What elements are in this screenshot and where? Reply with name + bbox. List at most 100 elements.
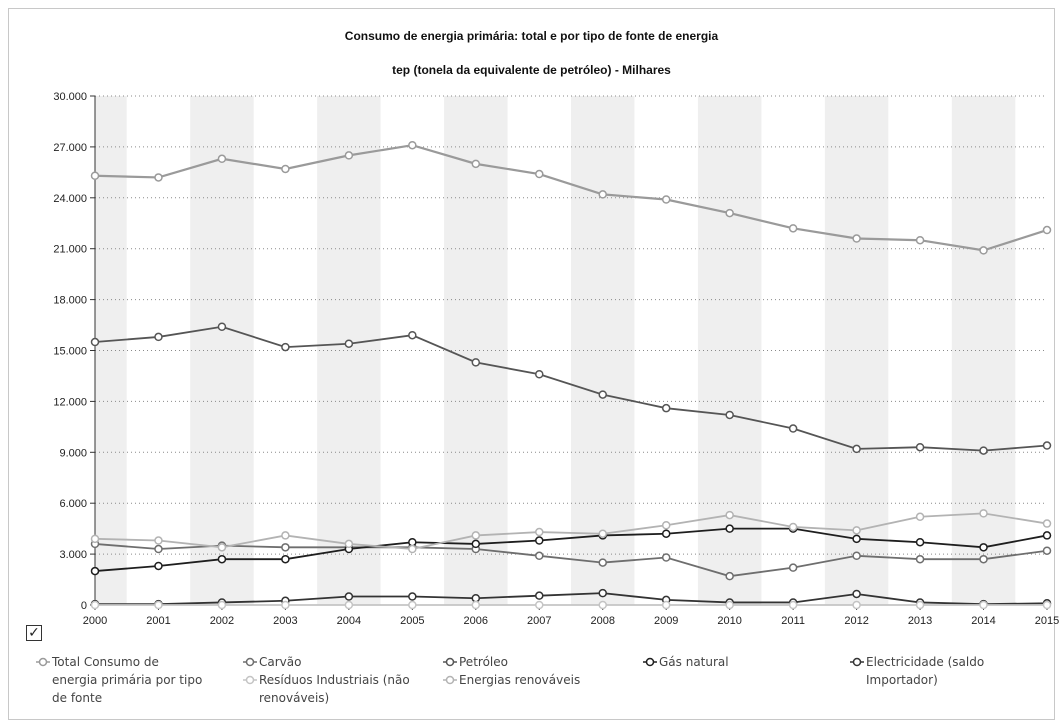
data-point [471, 600, 481, 610]
data-point [915, 442, 925, 452]
legend-marker-icon [643, 655, 659, 674]
legend-item-electricidade[interactable]: Electricidade (saldo Importador) [850, 653, 1050, 689]
data-point [217, 600, 227, 610]
x-tick-label: 2014 [971, 615, 995, 627]
data-point [471, 531, 481, 540]
data-point [598, 600, 607, 610]
data-point [598, 529, 607, 538]
data-point [979, 600, 988, 610]
x-tick-label: 2005 [400, 615, 424, 627]
data-point [852, 234, 861, 243]
data-point [154, 544, 163, 554]
legend-marker-icon [36, 655, 52, 674]
legend-label: Carvão [259, 655, 302, 669]
data-point [281, 531, 290, 540]
data-point [852, 551, 861, 561]
y-tick-label: 3.000 [59, 549, 87, 561]
legend-label: Gás natural [659, 655, 729, 669]
x-tick-label: 2013 [908, 615, 932, 627]
data-point [90, 337, 100, 347]
series-line [94, 144, 1048, 252]
data-point [788, 522, 798, 532]
chart-title: Consumo de energia primária: total e por… [344, 29, 719, 43]
data-point [661, 195, 671, 204]
legend-marker-icon [243, 655, 259, 674]
data-point [281, 342, 290, 352]
data-point [90, 171, 100, 180]
data-point [661, 521, 671, 530]
y-tick-label: 27.000 [53, 142, 87, 154]
legend-label: Petróleo [459, 655, 508, 669]
data-point [661, 529, 671, 538]
y-tick-label: 24.000 [53, 193, 87, 205]
data-point [217, 554, 227, 564]
background-band [95, 96, 127, 605]
background-band [571, 96, 635, 605]
data-point [281, 543, 290, 552]
x-tick-label: 2006 [464, 615, 488, 627]
data-point [281, 164, 290, 174]
data-point [915, 235, 925, 245]
data-point [471, 593, 481, 603]
legend-marker-icon [243, 673, 259, 692]
data-point [915, 537, 925, 547]
legend-marker-icon [850, 655, 866, 674]
legend-label: Energias renováveis [459, 673, 581, 687]
data-point [535, 536, 544, 545]
data-point [852, 600, 861, 610]
data-point [598, 558, 607, 567]
data-point [852, 534, 861, 544]
data-point [90, 600, 100, 610]
legend-item-petroleo[interactable]: Petróleo [443, 653, 633, 674]
data-point [281, 554, 290, 564]
y-tick-label: 9.000 [59, 447, 87, 459]
legend-label: Electricidade (saldo Importador) [866, 655, 985, 687]
legend-label: Total Consumo de energia primária por tip… [52, 655, 203, 705]
data-point [852, 589, 861, 599]
data-point [90, 566, 100, 576]
data-point [1042, 519, 1052, 528]
data-point [598, 190, 607, 199]
x-tick-label: 2004 [337, 615, 361, 627]
data-point [661, 600, 671, 610]
legend-item-carvao[interactable]: Carvão [243, 653, 433, 674]
data-point [788, 563, 798, 572]
select-all-checkbox[interactable]: ✓ [26, 625, 42, 641]
data-point [217, 154, 227, 164]
series-line [94, 512, 1048, 550]
data-point [1042, 225, 1052, 235]
data-point [408, 140, 417, 150]
data-point [154, 332, 163, 342]
x-tick-label: 2011 [781, 615, 805, 627]
data-point [408, 537, 417, 547]
data-point [535, 551, 544, 561]
data-point [408, 600, 417, 610]
data-point [471, 358, 481, 367]
data-point [344, 600, 354, 610]
legend-item-residuos[interactable]: Resíduos Industriais (não renováveis) [243, 671, 443, 707]
data-point [979, 554, 988, 564]
x-tick-label: 2015 [1035, 615, 1059, 627]
x-tick-label: 2009 [654, 615, 678, 627]
x-tick-label: 2001 [146, 615, 170, 627]
data-point [979, 446, 988, 455]
legend-item-renovaveis[interactable]: Energias renováveis [443, 671, 643, 692]
data-point [154, 536, 163, 545]
data-point [535, 527, 544, 537]
data-point [1042, 531, 1052, 540]
y-tick-label: 15.000 [53, 346, 87, 358]
legend-item-total[interactable]: Total Consumo de energia primária por tip… [36, 653, 236, 707]
x-tick-label: 2010 [717, 615, 741, 627]
data-point [788, 424, 798, 433]
data-point [408, 592, 417, 601]
data-point [535, 591, 544, 600]
data-point [725, 571, 734, 581]
data-point [471, 159, 481, 169]
data-point [1042, 600, 1052, 610]
data-point [344, 592, 354, 601]
legend-item-gas-natural[interactable]: Gás natural [643, 653, 833, 674]
x-tick-label: 2002 [210, 615, 234, 627]
series-line [94, 325, 1048, 452]
y-tick-label: 18.000 [53, 295, 87, 307]
data-point [217, 322, 227, 331]
